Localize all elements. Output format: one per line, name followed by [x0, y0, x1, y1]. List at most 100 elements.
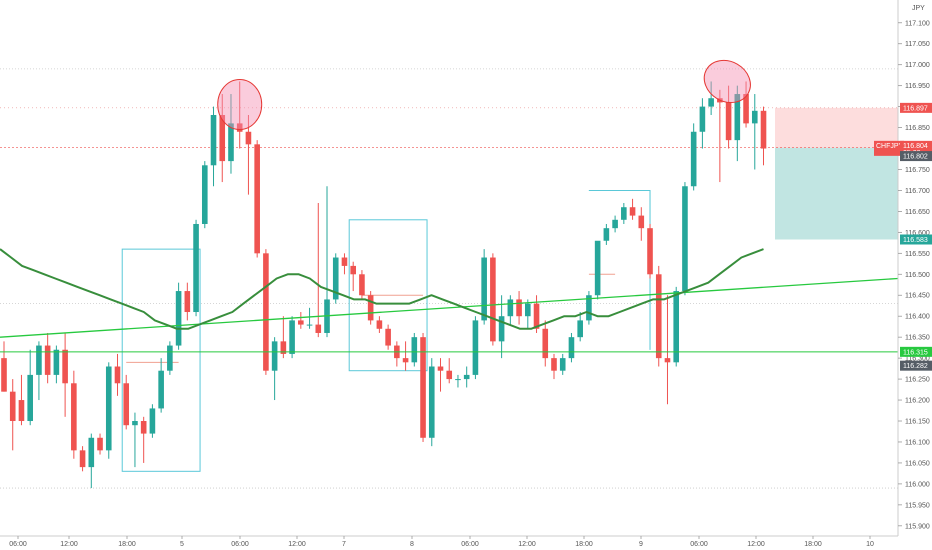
time-tick-label-4: 06:00 [231, 541, 249, 548]
candle-body-5 [44, 345, 51, 375]
candle-body-2 [18, 400, 25, 422]
candle-body-41 [359, 274, 365, 296]
time-tick-label-1: 12:00 [60, 541, 78, 548]
price-tick-label-11: 116.550 [905, 251, 930, 258]
candle-body-46 [402, 358, 409, 363]
candle-body-55 [481, 257, 487, 321]
price-tick-label-17: 116.250 [905, 377, 930, 384]
time-axis-bg [0, 536, 932, 550]
candle-body-71 [621, 207, 627, 220]
price-tag-label-5: 116.282 [903, 363, 928, 370]
candle-body-78 [682, 186, 688, 292]
candle-body-72 [629, 207, 636, 216]
price-tag-bg-4 [900, 346, 932, 357]
price-tick-label-20: 116.100 [905, 439, 930, 446]
candle-body-3 [27, 374, 33, 422]
price-tick-label-24: 115.900 [905, 523, 930, 530]
price-tick-label-16: 116.300 [905, 356, 930, 363]
price-tags: 116.897CHFJPY116.80405:08116.802116.5831… [874, 102, 932, 371]
price-tick-label-14: 116.400 [905, 314, 930, 321]
candle-body-77 [673, 291, 680, 363]
price-tick-label-9: 116.650 [905, 209, 930, 216]
candle-body-51 [446, 370, 453, 380]
price-axis-bg [898, 0, 932, 536]
candle-body-1 [9, 391, 16, 422]
price-tick-label-13: 116.450 [905, 293, 930, 300]
time-tick-label-3: 5 [180, 541, 184, 548]
candle-body-44 [385, 328, 391, 346]
candle-body-35 [306, 324, 313, 326]
candle-body-81 [708, 98, 714, 107]
candle-body-87 [760, 110, 767, 149]
candle-body-84 [734, 94, 741, 141]
trend-line [0, 277, 899, 338]
candle-body-23 [201, 165, 208, 224]
candle-body-58 [507, 299, 514, 317]
candle-body-66 [577, 320, 583, 338]
highlight-ellipse-1 [703, 59, 751, 104]
candle-body-33 [289, 320, 295, 354]
price-tag-bg-3 [900, 234, 932, 245]
price-tick-label-0: 117.100 [905, 20, 930, 27]
price-tick-label-15: 116.350 [905, 335, 930, 342]
price-ticks: 117.100117.050117.000116.950116.900116.8… [898, 20, 930, 530]
candle-body-62 [542, 328, 549, 359]
take-profit-zone [775, 147, 898, 240]
candle-body-76 [664, 358, 671, 363]
candle-body-48 [420, 337, 426, 438]
price-tick-label-7: 116.750 [905, 167, 930, 174]
candle-body-15 [132, 421, 138, 426]
time-tick-label-9: 12:00 [518, 541, 536, 548]
price-tick-label-23: 115.950 [905, 502, 930, 509]
price-tag-bg-0 [900, 102, 932, 113]
candle-body-85 [743, 94, 749, 124]
candle-body-49 [428, 366, 435, 438]
candle-body-64 [559, 358, 566, 371]
candle-body-30 [263, 253, 269, 371]
candle-body-17 [149, 408, 156, 434]
candle-body-22 [193, 223, 199, 313]
candle-body-50 [437, 366, 444, 371]
range-box-1 [348, 219, 428, 372]
time-tick-label-8: 06:00 [461, 541, 479, 548]
candle-body-56 [490, 257, 496, 342]
candle-body-54 [472, 320, 479, 375]
time-tick-label-12: 06:00 [690, 541, 708, 548]
position-zones [775, 107, 898, 240]
price-tick-label-1: 117.050 [905, 41, 930, 48]
candle-body-18 [158, 370, 164, 409]
range-box-0 [121, 248, 201, 472]
candle-body-28 [245, 131, 252, 145]
candle-body-68 [594, 240, 601, 296]
candle-body-36 [315, 324, 322, 333]
time-tick-label-6: 7 [342, 541, 346, 548]
candle-body-29 [254, 144, 260, 254]
price-tag-label-1: 116.804 [903, 143, 928, 150]
candle-body-19 [167, 345, 173, 371]
candle-body-38 [332, 257, 339, 300]
candle-body-65 [568, 337, 575, 359]
candle-body-25 [219, 114, 226, 162]
moving-average-line [0, 248, 764, 330]
candle-body-20 [175, 291, 182, 346]
candle-body-70 [612, 219, 618, 229]
candle-body-79 [690, 131, 697, 187]
price-tick-label-2: 117.000 [905, 62, 930, 69]
price-tick-label-10: 116.600 [905, 230, 930, 237]
candle-body-75 [655, 274, 662, 359]
time-axis[interactable] [0, 535, 932, 550]
price-tick-label-8: 116.700 [905, 188, 930, 195]
candle-body-16 [140, 421, 147, 434]
price-tag-label-3: 116.583 [903, 237, 928, 244]
price-axis[interactable]: JPY [897, 0, 932, 536]
candle-body-11 [97, 437, 103, 451]
candle-body-31 [271, 341, 278, 371]
candle-body-13 [114, 366, 121, 384]
candle-body-12 [105, 366, 112, 451]
price-tick-label-18: 116.200 [905, 398, 930, 405]
candle-body-14 [123, 383, 130, 426]
candle-body-73 [638, 215, 645, 229]
price-tick-label-12: 116.500 [905, 272, 930, 279]
candle-body-32 [280, 341, 287, 354]
